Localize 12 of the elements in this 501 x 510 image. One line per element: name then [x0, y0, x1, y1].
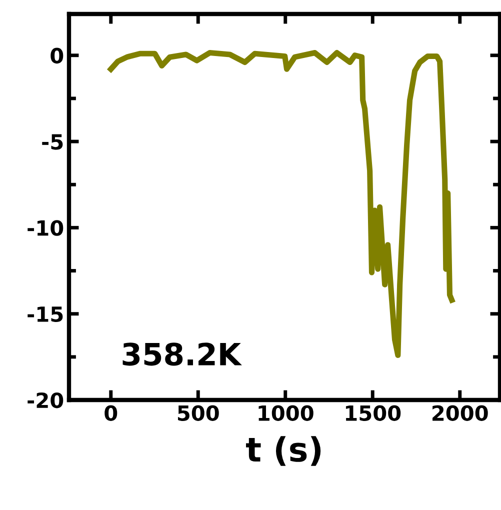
annotation: 358.2K	[122, 342, 242, 366]
x-axis-title: t (s)	[246, 436, 321, 466]
y-tick-label: -20	[28, 392, 64, 408]
x-tick-label: 500	[178, 405, 219, 421]
y-tick-label: -5	[42, 134, 63, 150]
y-tick-label: -10	[28, 220, 64, 236]
y-tick-label: 0	[50, 48, 64, 64]
x-tick-label: 0	[104, 405, 118, 421]
x-tick-label: 1000	[258, 405, 314, 421]
x-tick-label: 1500	[346, 405, 401, 421]
y-tick-label: -15	[28, 306, 63, 322]
x-tick-label: 2000	[432, 405, 488, 421]
